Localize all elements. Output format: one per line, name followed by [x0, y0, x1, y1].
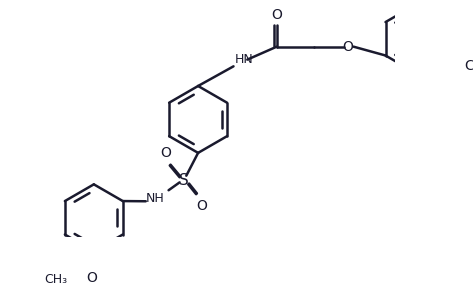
Text: O: O — [87, 271, 97, 284]
Text: NH: NH — [145, 192, 164, 204]
Text: O: O — [160, 146, 171, 160]
Text: HN: HN — [234, 53, 253, 66]
Text: O: O — [196, 199, 207, 213]
Text: CH₃: CH₃ — [44, 273, 68, 284]
Text: O: O — [342, 40, 353, 54]
Text: O: O — [272, 8, 282, 22]
Text: Cl: Cl — [464, 59, 473, 73]
Text: S: S — [179, 173, 189, 188]
